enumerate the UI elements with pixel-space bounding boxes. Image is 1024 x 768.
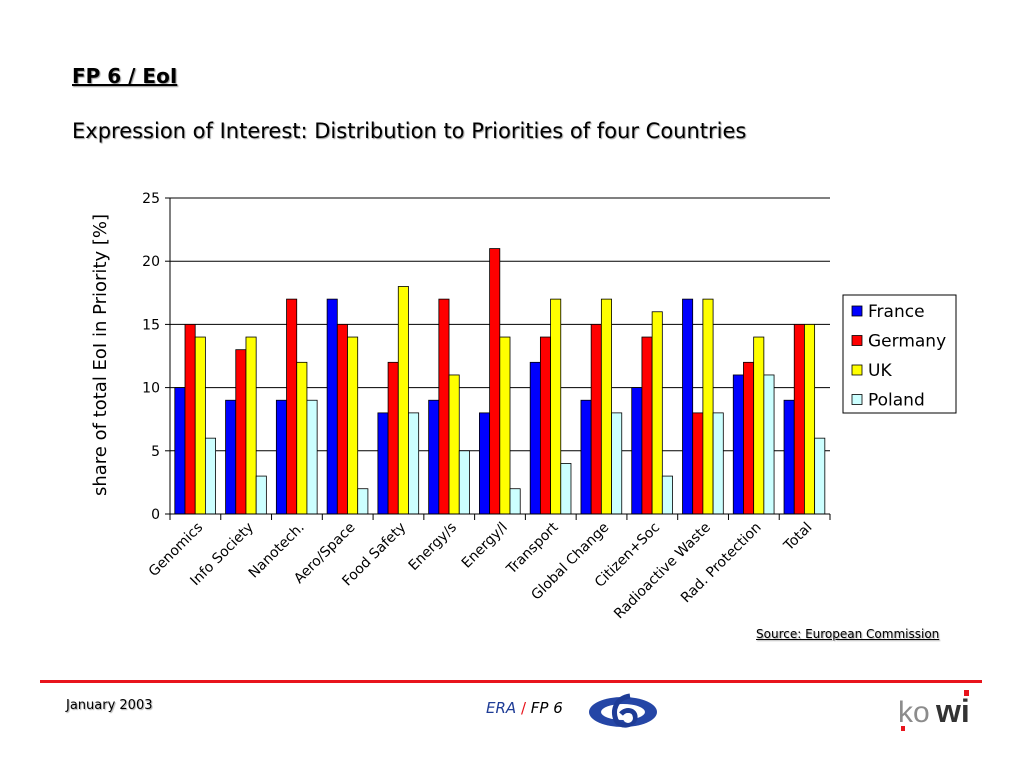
bar-germany	[438, 298, 450, 515]
bar-poland	[560, 463, 572, 515]
y-tick-label: 25	[142, 191, 160, 207]
bar-germany	[489, 248, 501, 515]
bar-poland	[306, 399, 318, 515]
footer-era-label: ERA	[486, 699, 517, 717]
bar-uk	[550, 298, 562, 515]
bar-uk	[397, 286, 409, 515]
footer-divider	[40, 680, 982, 683]
y-tick-label: 15	[142, 317, 160, 333]
bar-germany	[641, 336, 653, 515]
bar-uk	[296, 361, 308, 515]
bar-poland	[814, 437, 826, 515]
legend-label-poland: Poland	[868, 391, 925, 411]
footer-separator: /	[520, 699, 527, 717]
svg-text:wi: wi	[935, 693, 970, 729]
bar-uk	[753, 336, 765, 515]
x-tick-label: Total	[780, 520, 815, 555]
bar-france	[479, 412, 491, 515]
bar-poland	[255, 475, 267, 515]
bar-germany	[692, 412, 704, 515]
x-tick-label: Energy/s	[406, 520, 460, 574]
bar-uk	[651, 311, 663, 515]
bar-poland	[458, 450, 470, 515]
bar-poland	[611, 412, 623, 515]
bar-germany	[793, 323, 805, 515]
bar-france	[428, 399, 440, 515]
bar-uk	[245, 336, 257, 515]
legend-swatch-uk	[851, 364, 863, 376]
bar-poland	[408, 412, 420, 515]
legend-swatch-france	[851, 305, 863, 317]
legend-label-germany: Germany	[868, 332, 946, 352]
slide-subtitle: Expression of Interest: Distribution to …	[72, 119, 747, 143]
bar-france	[631, 387, 643, 515]
bar-uk	[600, 298, 612, 515]
bar-poland	[204, 437, 216, 515]
y-tick-label: 10	[142, 381, 160, 397]
bar-france	[732, 374, 744, 515]
bar-uk	[804, 323, 816, 515]
bar-germany	[235, 349, 247, 515]
svg-text:ko: ko	[898, 696, 930, 729]
bar-poland	[661, 475, 673, 515]
legend-swatch-germany	[851, 335, 863, 346]
footer-fp6-label: FP 6	[530, 699, 563, 717]
bar-poland	[509, 488, 521, 515]
bar-uk	[347, 336, 359, 515]
bar-germany	[539, 336, 551, 515]
footer-date: January 2003	[66, 698, 153, 713]
bar-germany	[286, 298, 298, 515]
bar-germany	[184, 323, 196, 515]
y-tick-label: 5	[151, 444, 160, 460]
bar-france	[225, 399, 237, 515]
bar-germany	[590, 323, 602, 515]
bar-france	[377, 412, 389, 515]
x-tick-label: Energy/l	[459, 520, 511, 572]
bar-france	[682, 298, 694, 515]
bar-france	[580, 399, 592, 515]
bar-germany	[336, 323, 348, 515]
kowi-logo-icon: ko wi	[898, 690, 970, 731]
bar-france	[783, 399, 795, 515]
footer-era-fp6: ERA / FP 6	[486, 699, 563, 717]
legend-label-france: France	[868, 302, 925, 322]
bar-france	[529, 361, 541, 515]
bar-germany	[743, 361, 755, 515]
y-axis-label: share of total EoI in Priority [%]	[90, 214, 111, 496]
bar-france	[326, 298, 338, 515]
bar-france	[275, 399, 287, 515]
bar-uk	[702, 298, 714, 515]
x-tick-label: Radioactive Waste	[611, 520, 714, 623]
bar-uk	[448, 374, 460, 515]
legend-swatch-poland	[851, 394, 863, 405]
y-tick-label: 20	[142, 254, 160, 270]
bar-poland	[712, 412, 724, 515]
fp6-logo-icon	[589, 693, 657, 728]
bar-poland	[357, 488, 369, 515]
bar-germany	[387, 361, 399, 515]
bar-uk	[194, 336, 206, 515]
bar-uk	[499, 336, 511, 515]
source-note: Source: European Commission	[756, 627, 940, 641]
legend-label-uk: UK	[868, 361, 892, 381]
bar-france	[174, 387, 186, 515]
slide-title: FP 6 / EoI	[72, 64, 178, 88]
bar-poland	[763, 374, 775, 515]
y-tick-label: 0	[151, 507, 160, 523]
